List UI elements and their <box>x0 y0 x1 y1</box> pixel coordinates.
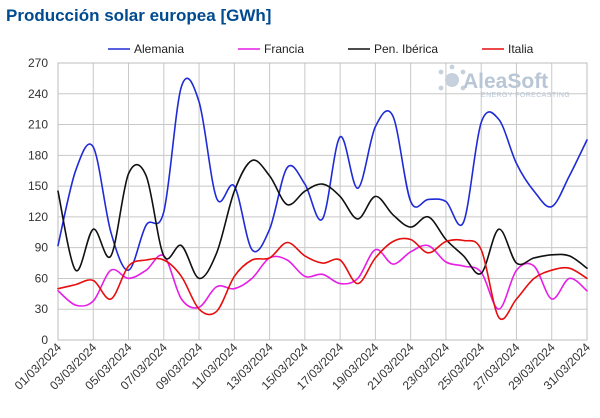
logo-sun-icon <box>438 64 466 91</box>
legend-label: Pen. Ibérica <box>374 42 438 56</box>
legend-label: Italia <box>508 42 534 56</box>
series-line-alemania <box>57 77 588 271</box>
y-tick-label: 30 <box>35 302 49 316</box>
series-lines <box>57 77 588 321</box>
y-tick-label: 90 <box>35 241 49 255</box>
y-tick-label: 0 <box>41 333 48 347</box>
plot-frame <box>57 62 588 341</box>
y-tick-label: 240 <box>28 87 48 101</box>
legend-label: Francia <box>264 42 304 56</box>
grid <box>57 62 588 341</box>
y-tick-label: 270 <box>28 56 48 70</box>
y-tick-label: 150 <box>28 179 48 193</box>
logo-name: AleaSoft <box>463 70 548 93</box>
logo-tagline: ENERGY FORECASTING <box>481 92 570 99</box>
y-tick-label: 210 <box>28 118 48 132</box>
y-tick-label: 60 <box>35 271 49 285</box>
series-line-italia <box>57 237 588 321</box>
x-axis-ticks: 01/03/202403/03/202405/03/202407/03/2024… <box>12 340 594 393</box>
series-line-pen-ib-rica <box>57 159 588 280</box>
y-axis-ticks: 0 30 60 90 120 150 180 210 240 270 <box>28 56 48 347</box>
y-tick-label: 180 <box>28 148 48 162</box>
legend: Alemania Francia Pen. Ibérica Italia <box>108 42 534 56</box>
legend-label: Alemania <box>134 42 184 56</box>
aleasoft-logo: AleaSoft ENERGY FORECASTING <box>438 64 570 99</box>
y-tick-label: 120 <box>28 210 48 224</box>
chart-title: Producción solar europea [GWh] <box>6 6 272 25</box>
series-line-francia <box>57 244 588 310</box>
